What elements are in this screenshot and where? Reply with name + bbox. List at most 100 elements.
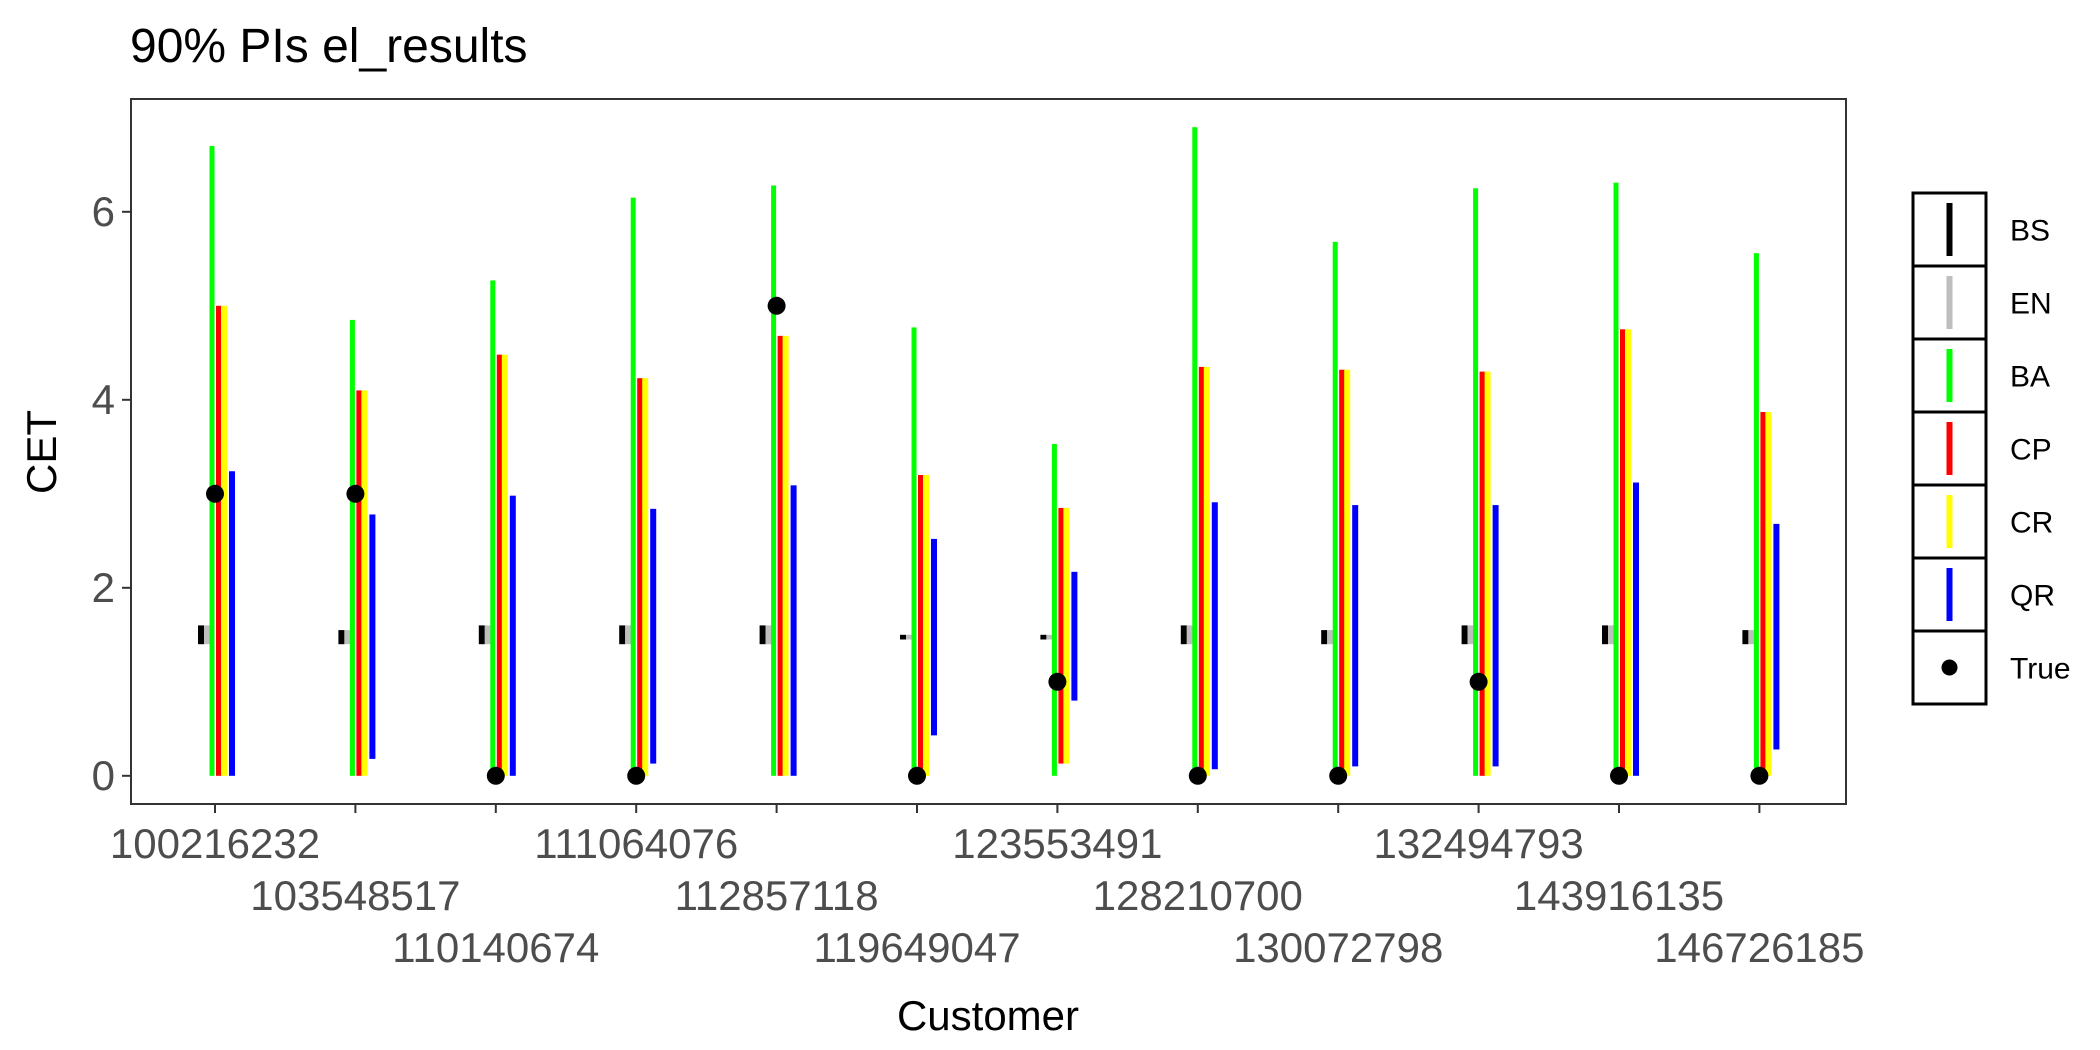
y-tick-label: 0 xyxy=(92,752,115,799)
interval-cp-110140674 xyxy=(496,354,503,776)
interval-cr-132494793 xyxy=(1484,371,1491,776)
interval-bs-132494793 xyxy=(1461,625,1468,645)
interval-en-123553491 xyxy=(1046,634,1053,640)
chart-title: 90% PIs el_results xyxy=(130,20,528,73)
x-axis-title: Customer xyxy=(897,992,1079,1039)
legend-swatch-cp xyxy=(1946,422,1953,475)
interval-bs-119649047 xyxy=(900,634,906,640)
interval-cp-146726185 xyxy=(1760,412,1767,776)
legend-label-en: EN xyxy=(2010,288,2052,321)
interval-cp-112857118 xyxy=(777,335,784,776)
interval-bs-100216232 xyxy=(198,625,204,645)
true-point-103548517 xyxy=(346,484,365,503)
interval-cr-110140674 xyxy=(501,354,508,776)
interval-qr-100216232 xyxy=(229,471,235,776)
interval-qr-119649047 xyxy=(931,538,937,736)
x-tick-label: 119649047 xyxy=(813,924,1020,971)
true-point-119649047 xyxy=(908,766,926,785)
y-axis-title: CET xyxy=(18,410,65,494)
legend-label-bs: BS xyxy=(2010,215,2050,248)
interval-bs-112857118 xyxy=(759,625,766,645)
legend-swatch-true xyxy=(1941,659,1958,676)
interval-cp-100216232 xyxy=(216,305,222,776)
interval-qr-143916135 xyxy=(1633,482,1639,776)
interval-en-110140674 xyxy=(484,625,491,645)
x-tick-label: 130072798 xyxy=(1233,924,1443,971)
interval-ba-143916135 xyxy=(1613,182,1619,776)
interval-cr-103548517 xyxy=(361,390,368,776)
y-tick-label: 6 xyxy=(92,188,115,235)
true-point-130072798 xyxy=(1329,766,1348,785)
y-axis: 0 2 4 6 xyxy=(92,188,131,799)
interval-cr-112857118 xyxy=(782,335,789,776)
true-point-146726185 xyxy=(1750,766,1769,785)
interval-en-100216232 xyxy=(204,625,210,645)
x-tick-label: 146726185 xyxy=(1654,924,1864,971)
interval-cr-143916135 xyxy=(1625,329,1631,776)
true-point-143916135 xyxy=(1610,766,1628,785)
interval-qr-130072798 xyxy=(1352,505,1359,767)
true-point-132494793 xyxy=(1469,672,1488,691)
interval-qr-128210700 xyxy=(1211,502,1218,770)
interval-en-103548517 xyxy=(344,630,351,645)
y-tick-label: 2 xyxy=(92,564,115,611)
interval-ba-112857118 xyxy=(771,185,777,776)
x-tick-label: 128210700 xyxy=(1093,872,1303,919)
interval-cp-123553491 xyxy=(1058,507,1065,764)
x-tick-label: 103548517 xyxy=(250,872,460,919)
true-point-110140674 xyxy=(486,766,505,785)
y-tick-label: 4 xyxy=(92,376,115,423)
x-tick-label: 111064076 xyxy=(534,820,738,867)
interval-ba-100216232 xyxy=(209,146,215,776)
interval-ba-123553491 xyxy=(1051,443,1057,776)
interval-cr-146726185 xyxy=(1765,412,1772,776)
legend-label-true: True xyxy=(2010,653,2071,686)
x-tick-label: 112857118 xyxy=(675,872,879,919)
interval-qr-132494793 xyxy=(1492,505,1499,767)
interval-cp-128210700 xyxy=(1198,366,1205,776)
interval-qr-111064076 xyxy=(650,508,657,764)
true-point-111064076 xyxy=(627,766,646,785)
legend: BS EN BA CP CR QR True xyxy=(1911,191,2071,706)
x-tick-label: 110140674 xyxy=(392,924,599,971)
legend-swatch-bs xyxy=(1946,203,1953,256)
interval-en-128210700 xyxy=(1186,625,1193,645)
interval-cr-119649047 xyxy=(923,475,929,776)
legend-swatch-en xyxy=(1946,276,1953,329)
interval-ba-110140674 xyxy=(490,280,496,776)
legend-label-cr: CR xyxy=(2010,507,2053,540)
plot-panel xyxy=(130,98,1847,805)
interval-cr-123553491 xyxy=(1063,507,1070,764)
interval-bs-143916135 xyxy=(1602,625,1608,645)
interval-ba-128210700 xyxy=(1192,127,1198,776)
interval-qr-103548517 xyxy=(369,514,376,759)
interval-cp-132494793 xyxy=(1479,371,1486,776)
legend-label-qr: QR xyxy=(2010,580,2055,613)
interval-cp-111064076 xyxy=(637,378,644,776)
x-tick-label: 143916135 xyxy=(1514,872,1724,919)
interval-qr-123553491 xyxy=(1071,571,1078,701)
interval-cr-100216232 xyxy=(221,305,227,776)
interval-en-146726185 xyxy=(1748,630,1755,645)
interval-cr-111064076 xyxy=(642,378,649,776)
true-point-123553491 xyxy=(1048,672,1067,691)
legend-swatch-ba xyxy=(1946,349,1953,402)
x-axis: 100216232 103548517 110140674 111064076 1128… xyxy=(110,804,1865,971)
legend-label-ba: BA xyxy=(2010,361,2050,394)
legend-label-cp: CP xyxy=(2010,434,2052,467)
legend-swatch-qr xyxy=(1946,568,1953,621)
interval-ba-111064076 xyxy=(630,197,636,776)
interval-en-143916135 xyxy=(1608,625,1614,645)
interval-cp-143916135 xyxy=(1620,329,1626,776)
interval-cp-103548517 xyxy=(356,390,363,776)
interval-bs-103548517 xyxy=(338,630,345,645)
interval-bs-123553491 xyxy=(1040,634,1047,640)
interval-ba-130072798 xyxy=(1332,241,1338,776)
interval-bs-128210700 xyxy=(1180,625,1187,645)
true-point-128210700 xyxy=(1188,766,1207,785)
interval-en-119649047 xyxy=(906,634,912,640)
interval-en-130072798 xyxy=(1327,630,1334,645)
interval-en-132494793 xyxy=(1467,625,1474,645)
interval-ba-146726185 xyxy=(1753,253,1759,776)
